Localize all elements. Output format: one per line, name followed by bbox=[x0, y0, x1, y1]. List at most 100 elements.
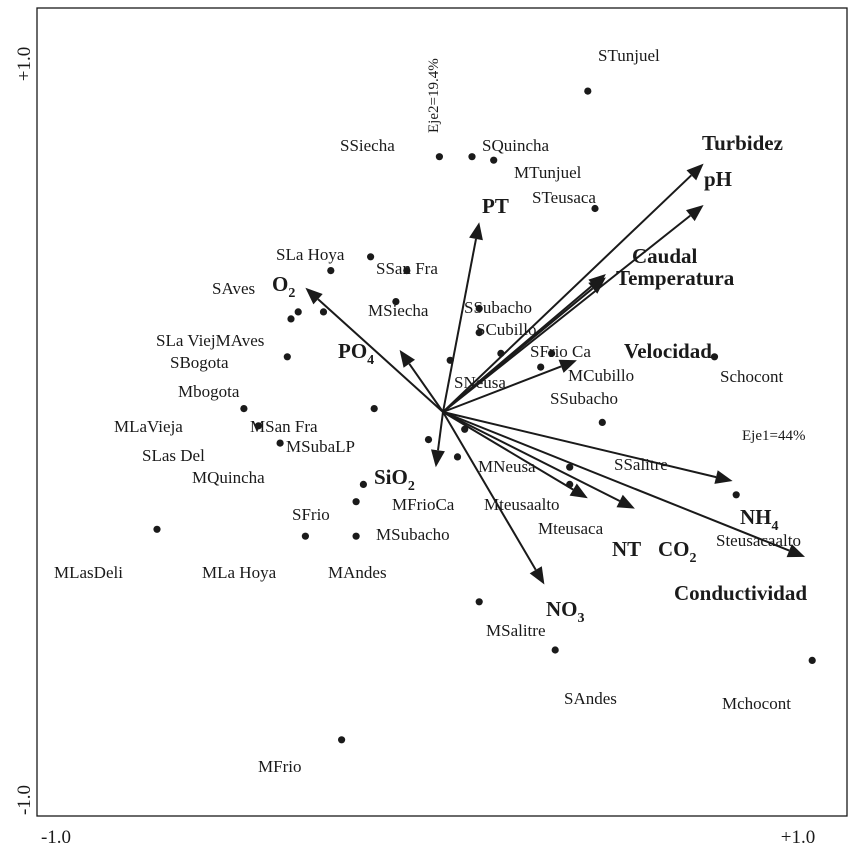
variable-label-pt: PT bbox=[482, 194, 509, 218]
site-point-nh4-32 bbox=[732, 491, 740, 499]
site-point-mteusaca-31 bbox=[566, 480, 574, 488]
site-point-mbogota-17 bbox=[283, 353, 291, 361]
site-label-mfrioca: MFrioCa bbox=[392, 495, 455, 514]
vector-turbidez bbox=[442, 163, 704, 413]
variable-label-ph: pH bbox=[704, 167, 732, 191]
vector-nt bbox=[442, 411, 635, 509]
variable-label-nt: NT bbox=[612, 537, 641, 561]
site-point-stunjuel-0 bbox=[584, 87, 592, 95]
site-point-ssubacho-19 bbox=[537, 363, 545, 371]
site-label-mbogota: Mbogota bbox=[178, 382, 240, 401]
site-point-sbogota-13 bbox=[287, 315, 295, 323]
site-label-saves: SAves bbox=[212, 279, 255, 298]
axis1-label: Eje1=44% bbox=[742, 428, 805, 444]
site-point-mneusa-26 bbox=[461, 425, 469, 433]
site-label-mcubillo: MCubillo bbox=[568, 366, 634, 385]
axis2-label: Eje2=19.4% bbox=[426, 58, 442, 133]
vector-shaft-po4 bbox=[408, 363, 444, 413]
site-label-scubillo: SCubillo bbox=[476, 320, 536, 339]
vector-o2 bbox=[305, 287, 444, 413]
vector-conductividad bbox=[442, 411, 805, 558]
site-label-msalitre: MSalitre bbox=[486, 621, 546, 640]
site-point-msan-fra-21 bbox=[370, 405, 378, 413]
site-label-msiecha: MSiecha bbox=[368, 301, 429, 320]
site-label-mfrio: MFrio bbox=[258, 757, 301, 776]
site-point-mlasdeli-33 bbox=[153, 525, 161, 533]
site-point-ssalitre-25 bbox=[598, 418, 606, 426]
variable-label-o2-sub: 2 bbox=[288, 286, 295, 301]
vector-shaft-co2 bbox=[442, 411, 574, 491]
site-point-ssan-fra-6 bbox=[403, 267, 411, 275]
site-label-sla-viej-maves: SLa ViejMAves bbox=[156, 331, 264, 350]
site-label-mlasdeli: MLasDeli bbox=[54, 563, 123, 582]
site-point-ssiecha-1 bbox=[435, 153, 443, 161]
variable-label-no3-sub: 3 bbox=[578, 611, 585, 626]
vector-shaft-turbidez bbox=[442, 174, 692, 413]
variable-label-no3: NO3 bbox=[546, 597, 585, 626]
variable-label-no3-base: NO bbox=[546, 597, 578, 621]
site-label-mneusa: MNeusa bbox=[478, 457, 536, 476]
site-point-squincha-2 bbox=[468, 153, 476, 161]
variable-label-temperatura: Temperatura bbox=[616, 266, 735, 290]
site-point-sla-hoya-5 bbox=[367, 253, 375, 261]
variable-label-velocidad: Velocidad bbox=[624, 339, 712, 363]
vector-temperatura bbox=[442, 277, 606, 413]
site-point-mlavieja-20 bbox=[240, 405, 248, 413]
site-point-mandes-35 bbox=[352, 532, 360, 540]
vector-head-sio2 bbox=[431, 449, 445, 468]
site-label-ssalitre: SSalitre bbox=[614, 455, 668, 474]
vector-head-velocidad bbox=[558, 359, 577, 373]
site-label-steusacaalto: Steusacaalto bbox=[716, 531, 801, 550]
vector-head-temperatura bbox=[588, 277, 606, 294]
site-point-msiecha-8 bbox=[392, 298, 400, 306]
site-point-sla-viej-11 bbox=[294, 308, 302, 316]
vector-ph bbox=[442, 205, 704, 413]
vector-head-conductividad bbox=[786, 544, 805, 558]
vector-pt bbox=[442, 222, 483, 413]
site-point-mchocont-38 bbox=[808, 656, 816, 665]
vector-shaft-o2 bbox=[317, 298, 444, 413]
site-label-steusaca: STeusaca bbox=[532, 188, 596, 207]
vector-head-o2 bbox=[305, 287, 323, 305]
site-point-mteusaalto-28 bbox=[566, 463, 574, 471]
site-point-mcubillo-16 bbox=[548, 349, 556, 357]
site-label-squincha: SQuincha bbox=[482, 136, 550, 155]
y-max-tick-label: +1.0 bbox=[14, 47, 35, 81]
site-point-msalitre-36 bbox=[475, 598, 483, 606]
site-labels: STunjuel SSiecha SQuincha MTunjuel STeus… bbox=[54, 46, 801, 776]
site-point-ssubacho-9 bbox=[475, 304, 483, 313]
site-points bbox=[153, 87, 816, 744]
variable-label-co2-base: CO bbox=[658, 537, 690, 561]
variable-label-turbidez: Turbidez bbox=[702, 131, 783, 155]
x-min-tick-label: -1.0 bbox=[41, 827, 71, 848]
site-point-schocont-18 bbox=[710, 353, 719, 361]
site-point-mla-hoya-34 bbox=[301, 532, 309, 540]
variable-labels: Turbidez pH PT Caudal Temperatura O2 PO4… bbox=[272, 131, 807, 626]
site-point-mquincha-24 bbox=[276, 439, 284, 447]
site-label-schocont: Schocont bbox=[720, 367, 784, 386]
variable-label-co2-sub: 2 bbox=[690, 551, 697, 566]
site-point-saves-7 bbox=[327, 267, 335, 275]
site-label-mandes: MAndes bbox=[328, 563, 387, 582]
variable-label-o2: O2 bbox=[272, 272, 295, 301]
site-label-mlavieja: MLaVieja bbox=[114, 417, 183, 436]
vector-shaft-temperatura bbox=[442, 287, 594, 413]
vector-head-nt bbox=[616, 494, 635, 509]
site-label-stunjuel: STunjuel bbox=[598, 46, 660, 65]
vector-shaft-nt bbox=[442, 411, 621, 502]
vector-head-po4 bbox=[399, 349, 415, 368]
vector-head-no3 bbox=[529, 566, 545, 585]
site-point-mfrio-39 bbox=[338, 736, 346, 744]
site-label-slas-del: SLas Del bbox=[142, 446, 205, 465]
environment-vectors bbox=[305, 163, 805, 585]
site-label-msubacho: MSubacho bbox=[376, 525, 450, 544]
vector-shaft-velocidad bbox=[442, 365, 562, 413]
plot-frame bbox=[36, 7, 848, 817]
variable-label-o2-base: O bbox=[272, 272, 288, 296]
site-label-sandes: SAndes bbox=[564, 689, 617, 708]
variable-label-po4-base: PO bbox=[338, 339, 367, 363]
vector-head-co2 bbox=[569, 483, 588, 499]
variable-label-conductividad: Conductividad bbox=[674, 581, 807, 605]
variable-label-sio2: SiO2 bbox=[374, 465, 415, 494]
variable-label-po4: PO4 bbox=[338, 339, 374, 368]
